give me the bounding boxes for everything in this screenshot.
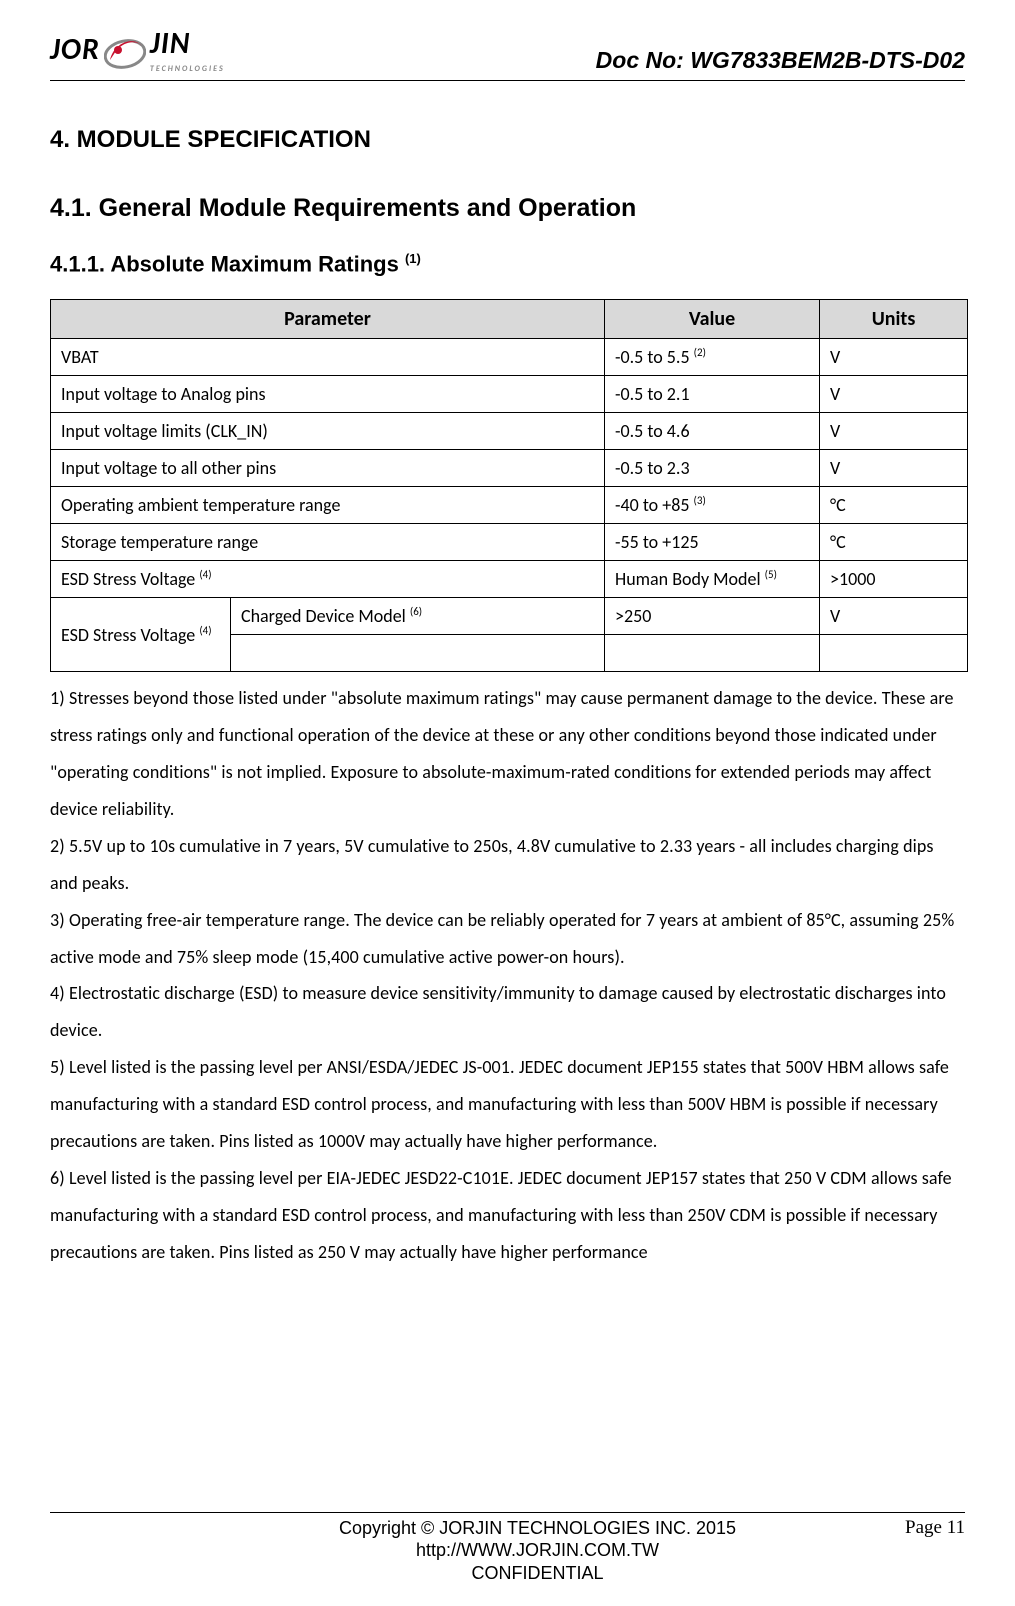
cell-parameter: Storage temperature range xyxy=(51,524,605,561)
table-row: Input voltage limits (CLK_IN)-0.5 to 4.6… xyxy=(51,413,968,450)
cell-units: V xyxy=(820,598,968,635)
cell-value: -0.5 to 2.3 xyxy=(605,450,820,487)
table-row: ESD Stress Voltage (4)Charged Device Mod… xyxy=(51,598,968,635)
heading-4-1-1-sup: (1) xyxy=(405,251,421,266)
heading-4: 4. MODULE SPECIFICATION xyxy=(50,126,965,154)
footer-divider xyxy=(50,1512,965,1513)
cell-empty xyxy=(605,635,820,672)
footer-center: Copyright © JORJIN TECHNOLOGIES INC. 201… xyxy=(170,1517,905,1585)
cell-units: V xyxy=(820,339,968,376)
table-row: Input voltage to all other pins-0.5 to 2… xyxy=(51,450,968,487)
note-1: 1) Stresses beyond those listed under "a… xyxy=(50,680,965,828)
cell-value: -0.5 to 2.1 xyxy=(605,376,820,413)
footnotes: 1) Stresses beyond those listed under "a… xyxy=(50,680,965,1270)
col-parameter: Parameter xyxy=(51,300,605,339)
logo-subtext: TECHNOLOGIES xyxy=(150,64,225,74)
table-row: VBAT-0.5 to 5.5 (2)V xyxy=(51,339,968,376)
cell-parameter: Operating ambient temperature range xyxy=(51,487,605,524)
cell-units: V xyxy=(820,450,968,487)
cell-parameter: VBAT xyxy=(51,339,605,376)
page-header: JOR JIN TECHNOLOGIES Doc No: WG7833BEM2B… xyxy=(50,25,965,81)
cell-empty xyxy=(231,635,605,672)
doc-number: Doc No: WG7833BEM2B-DTS-D02 xyxy=(596,47,965,74)
cell-value: -40 to +85 (3) xyxy=(605,487,820,524)
heading-4-1: 4.1. General Module Requirements and Ope… xyxy=(50,194,965,223)
cell-empty xyxy=(820,635,968,672)
cell-units: >1000 xyxy=(820,561,968,598)
note-5: 5) Level listed is the passing level per… xyxy=(50,1049,965,1160)
heading-4-1-1: 4.1.1. Absolute Maximum Ratings (1) xyxy=(50,251,965,277)
page-footer: Copyright © JORJIN TECHNOLOGIES INC. 201… xyxy=(50,1512,965,1585)
cell-value: -0.5 to 5.5 (2) xyxy=(605,339,820,376)
table-row: Storage temperature range-55 to +125°C xyxy=(51,524,968,561)
logo: JOR JIN TECHNOLOGIES xyxy=(50,25,225,74)
note-6: 6) Level listed is the passing level per… xyxy=(50,1160,965,1271)
note-3: 3) Operating free-air temperature range.… xyxy=(50,902,965,976)
footer-url: http://WWW.JORJIN.COM.TW xyxy=(170,1539,905,1562)
logo-mark-icon xyxy=(104,30,146,70)
logo-text-left: JOR xyxy=(50,31,100,68)
cell-value: >250 xyxy=(605,598,820,635)
table-row: Operating ambient temperature range-40 t… xyxy=(51,487,968,524)
cell-parameter: Input voltage to Analog pins xyxy=(51,376,605,413)
cell-value: -55 to +125 xyxy=(605,524,820,561)
cell-parameter: ESD Stress Voltage (4) xyxy=(51,561,605,598)
cell-units: V xyxy=(820,413,968,450)
table-header-row: Parameter Value Units xyxy=(51,300,968,339)
logo-text-right: JIN xyxy=(150,25,225,62)
cell-parameter: Input voltage limits (CLK_IN) xyxy=(51,413,605,450)
note-4: 4) Electrostatic discharge (ESD) to meas… xyxy=(50,975,965,1049)
table-row: ESD Stress Voltage (4)Human Body Model (… xyxy=(51,561,968,598)
confidential-text: CONFIDENTIAL xyxy=(170,1562,905,1585)
table-row: Input voltage to Analog pins-0.5 to 2.1V xyxy=(51,376,968,413)
cell-value: Human Body Model (5) xyxy=(605,561,820,598)
heading-4-1-1-text: 4.1.1. Absolute Maximum Ratings xyxy=(50,251,399,276)
copyright-text: Copyright © JORJIN TECHNOLOGIES INC. 201… xyxy=(170,1517,905,1540)
cell-units: °C xyxy=(820,524,968,561)
cell-parameter-a: ESD Stress Voltage (4) xyxy=(51,598,231,672)
cell-units: °C xyxy=(820,487,968,524)
page-number: Page 11 xyxy=(905,1517,965,1539)
col-value: Value xyxy=(605,300,820,339)
cell-units: V xyxy=(820,376,968,413)
note-2: 2) 5.5V up to 10s cumulative in 7 years,… xyxy=(50,828,965,902)
cell-parameter: Input voltage to all other pins xyxy=(51,450,605,487)
cell-value: -0.5 to 4.6 xyxy=(605,413,820,450)
ratings-table: Parameter Value Units VBAT-0.5 to 5.5 (2… xyxy=(50,299,968,672)
cell-parameter-b: Charged Device Model (6) xyxy=(231,598,605,635)
col-units: Units xyxy=(820,300,968,339)
